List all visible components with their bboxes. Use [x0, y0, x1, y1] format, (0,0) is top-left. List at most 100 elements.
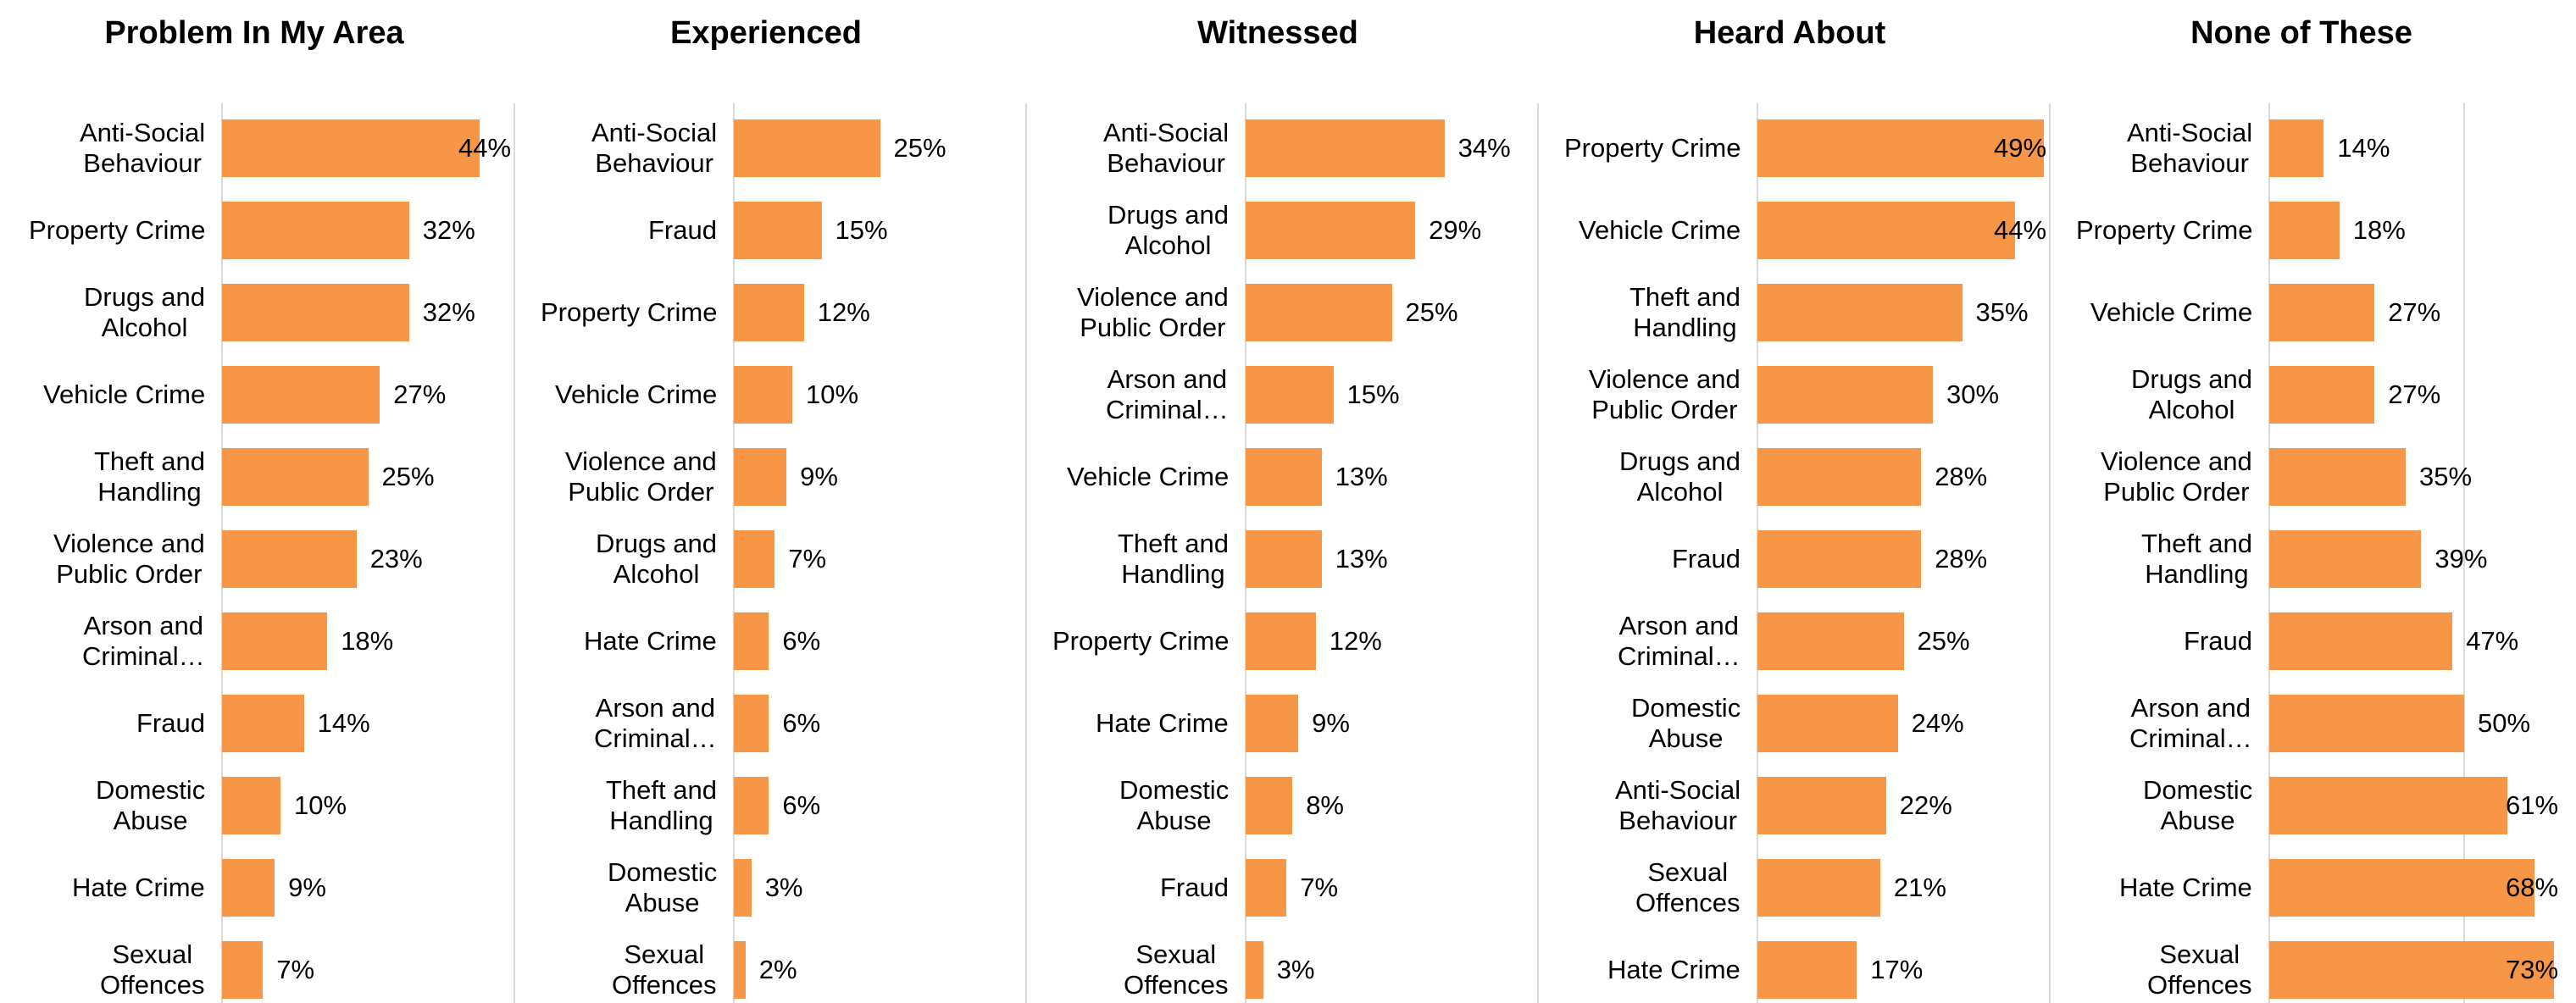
value-label: 68% [2506, 873, 2559, 902]
bar [2269, 119, 2324, 177]
category-label: Property Crime [541, 297, 718, 327]
category-label: Anti-Social Behaviour [80, 118, 206, 178]
category-label: Domestic Abuse [2143, 775, 2253, 835]
category-label: Sexual Offences [1124, 939, 1229, 1000]
value-label: 47% [2466, 626, 2519, 656]
bar [1757, 284, 1963, 341]
value-label: 49% [1994, 133, 2047, 163]
category-label: Vehicle Crime [555, 380, 718, 409]
category-label: Violence and Public Order [2101, 446, 2252, 507]
value-label: 3% [764, 873, 803, 902]
bar [734, 448, 787, 506]
value-label: 12% [1329, 626, 1382, 656]
value-label: 13% [1335, 544, 1388, 574]
bar [734, 941, 746, 999]
category-label: Domestic Abuse [608, 857, 718, 917]
category-label: Sexual Offences [612, 939, 717, 1000]
bar [734, 777, 769, 834]
category-label: Arson and Criminal… [594, 693, 717, 753]
value-label: 35% [1975, 297, 2029, 327]
value-label: 29% [1429, 215, 1482, 245]
category-label: Anti-Social Behaviour [591, 118, 718, 178]
bar [222, 366, 380, 424]
value-label: 6% [782, 708, 821, 738]
bar [1246, 695, 1299, 752]
value-label: 24% [1911, 708, 1964, 738]
value-label: 21% [1893, 873, 1946, 902]
value-label: 61% [2506, 790, 2559, 820]
value-label: 44% [1994, 215, 2047, 245]
value-label: 13% [1335, 462, 1388, 491]
category-label: Hate Crime [72, 873, 205, 902]
value-label: 25% [1917, 626, 1970, 656]
category-label: Vehicle Crime [43, 380, 206, 409]
bar [734, 612, 769, 670]
bar [1246, 530, 1322, 588]
bar [2269, 202, 2340, 259]
value-label: 14% [317, 708, 370, 738]
category-label: Violence and Public Order [1077, 282, 1229, 342]
value-label: 8% [1306, 790, 1344, 820]
bar [222, 448, 369, 506]
category-label: Vehicle Crime [2090, 297, 2253, 327]
bar [222, 941, 264, 999]
bar [1757, 119, 2045, 177]
category-label: Violence and Public Order [1589, 364, 1740, 424]
category-label: Sexual Offences [1635, 857, 1740, 917]
bar [2269, 695, 2464, 752]
bar [734, 202, 822, 259]
category-label: Fraud [2184, 626, 2252, 656]
bar [222, 859, 275, 917]
bar [2269, 448, 2406, 506]
chart-title: Witnessed [1197, 15, 1358, 51]
bar [2269, 612, 2453, 670]
category-label: Property Crime [1564, 133, 1741, 163]
value-label: 18% [2352, 215, 2406, 245]
value-label: 2% [758, 955, 797, 984]
bar [1757, 202, 2015, 259]
category-label: Drugs and Alcohol [84, 282, 206, 342]
value-label: 32% [422, 215, 475, 245]
chart-title: None of These [2190, 15, 2412, 51]
value-label: 15% [1346, 380, 1400, 409]
value-label: 7% [1300, 873, 1339, 902]
value-label: 9% [800, 462, 838, 491]
bar [1246, 777, 1293, 834]
bar [222, 530, 357, 588]
value-label: 3% [1276, 955, 1315, 984]
category-label: Drugs and Alcohol [1619, 446, 1741, 507]
category-label: Drugs and Alcohol [1108, 200, 1230, 260]
bar [1757, 859, 1880, 917]
bar [1757, 612, 1904, 670]
bar [1757, 777, 1886, 834]
bar [1757, 530, 1922, 588]
bar [1757, 366, 1933, 424]
category-label: Violence and Public Order [53, 529, 205, 589]
category-label: Theft and Handling [1118, 529, 1229, 589]
bar [2269, 941, 2554, 999]
value-label: 15% [835, 215, 888, 245]
bar [222, 612, 328, 670]
category-label: Arson and Criminal… [2129, 693, 2252, 753]
bar [1757, 941, 1857, 999]
value-label: 22% [1899, 790, 1952, 820]
category-label: Vehicle Crime [1067, 462, 1230, 491]
category-label: Domestic Abuse [1631, 693, 1741, 753]
category-label: Domestic Abuse [96, 775, 206, 835]
category-label: Sexual Offences [2147, 939, 2252, 1000]
category-label: Arson and Criminal… [82, 611, 205, 671]
bar [1246, 941, 1263, 999]
value-label: 10% [294, 790, 347, 820]
value-label: 50% [2478, 708, 2531, 738]
category-label: Violence and Public Order [565, 446, 717, 507]
category-label: Anti-Social Behaviour [2127, 118, 2253, 178]
bar [2269, 777, 2507, 834]
category-label: Property Crime [29, 215, 206, 245]
chart-panel: Experienced Anti-Social Behaviour 25% Fraud… [512, 0, 1027, 1003]
bar [734, 366, 792, 424]
category-label: Theft and Handling [94, 446, 205, 507]
category-label: Theft and Handling [606, 775, 717, 835]
chart-title: Heard About [1693, 15, 1886, 51]
value-label: 6% [782, 790, 821, 820]
